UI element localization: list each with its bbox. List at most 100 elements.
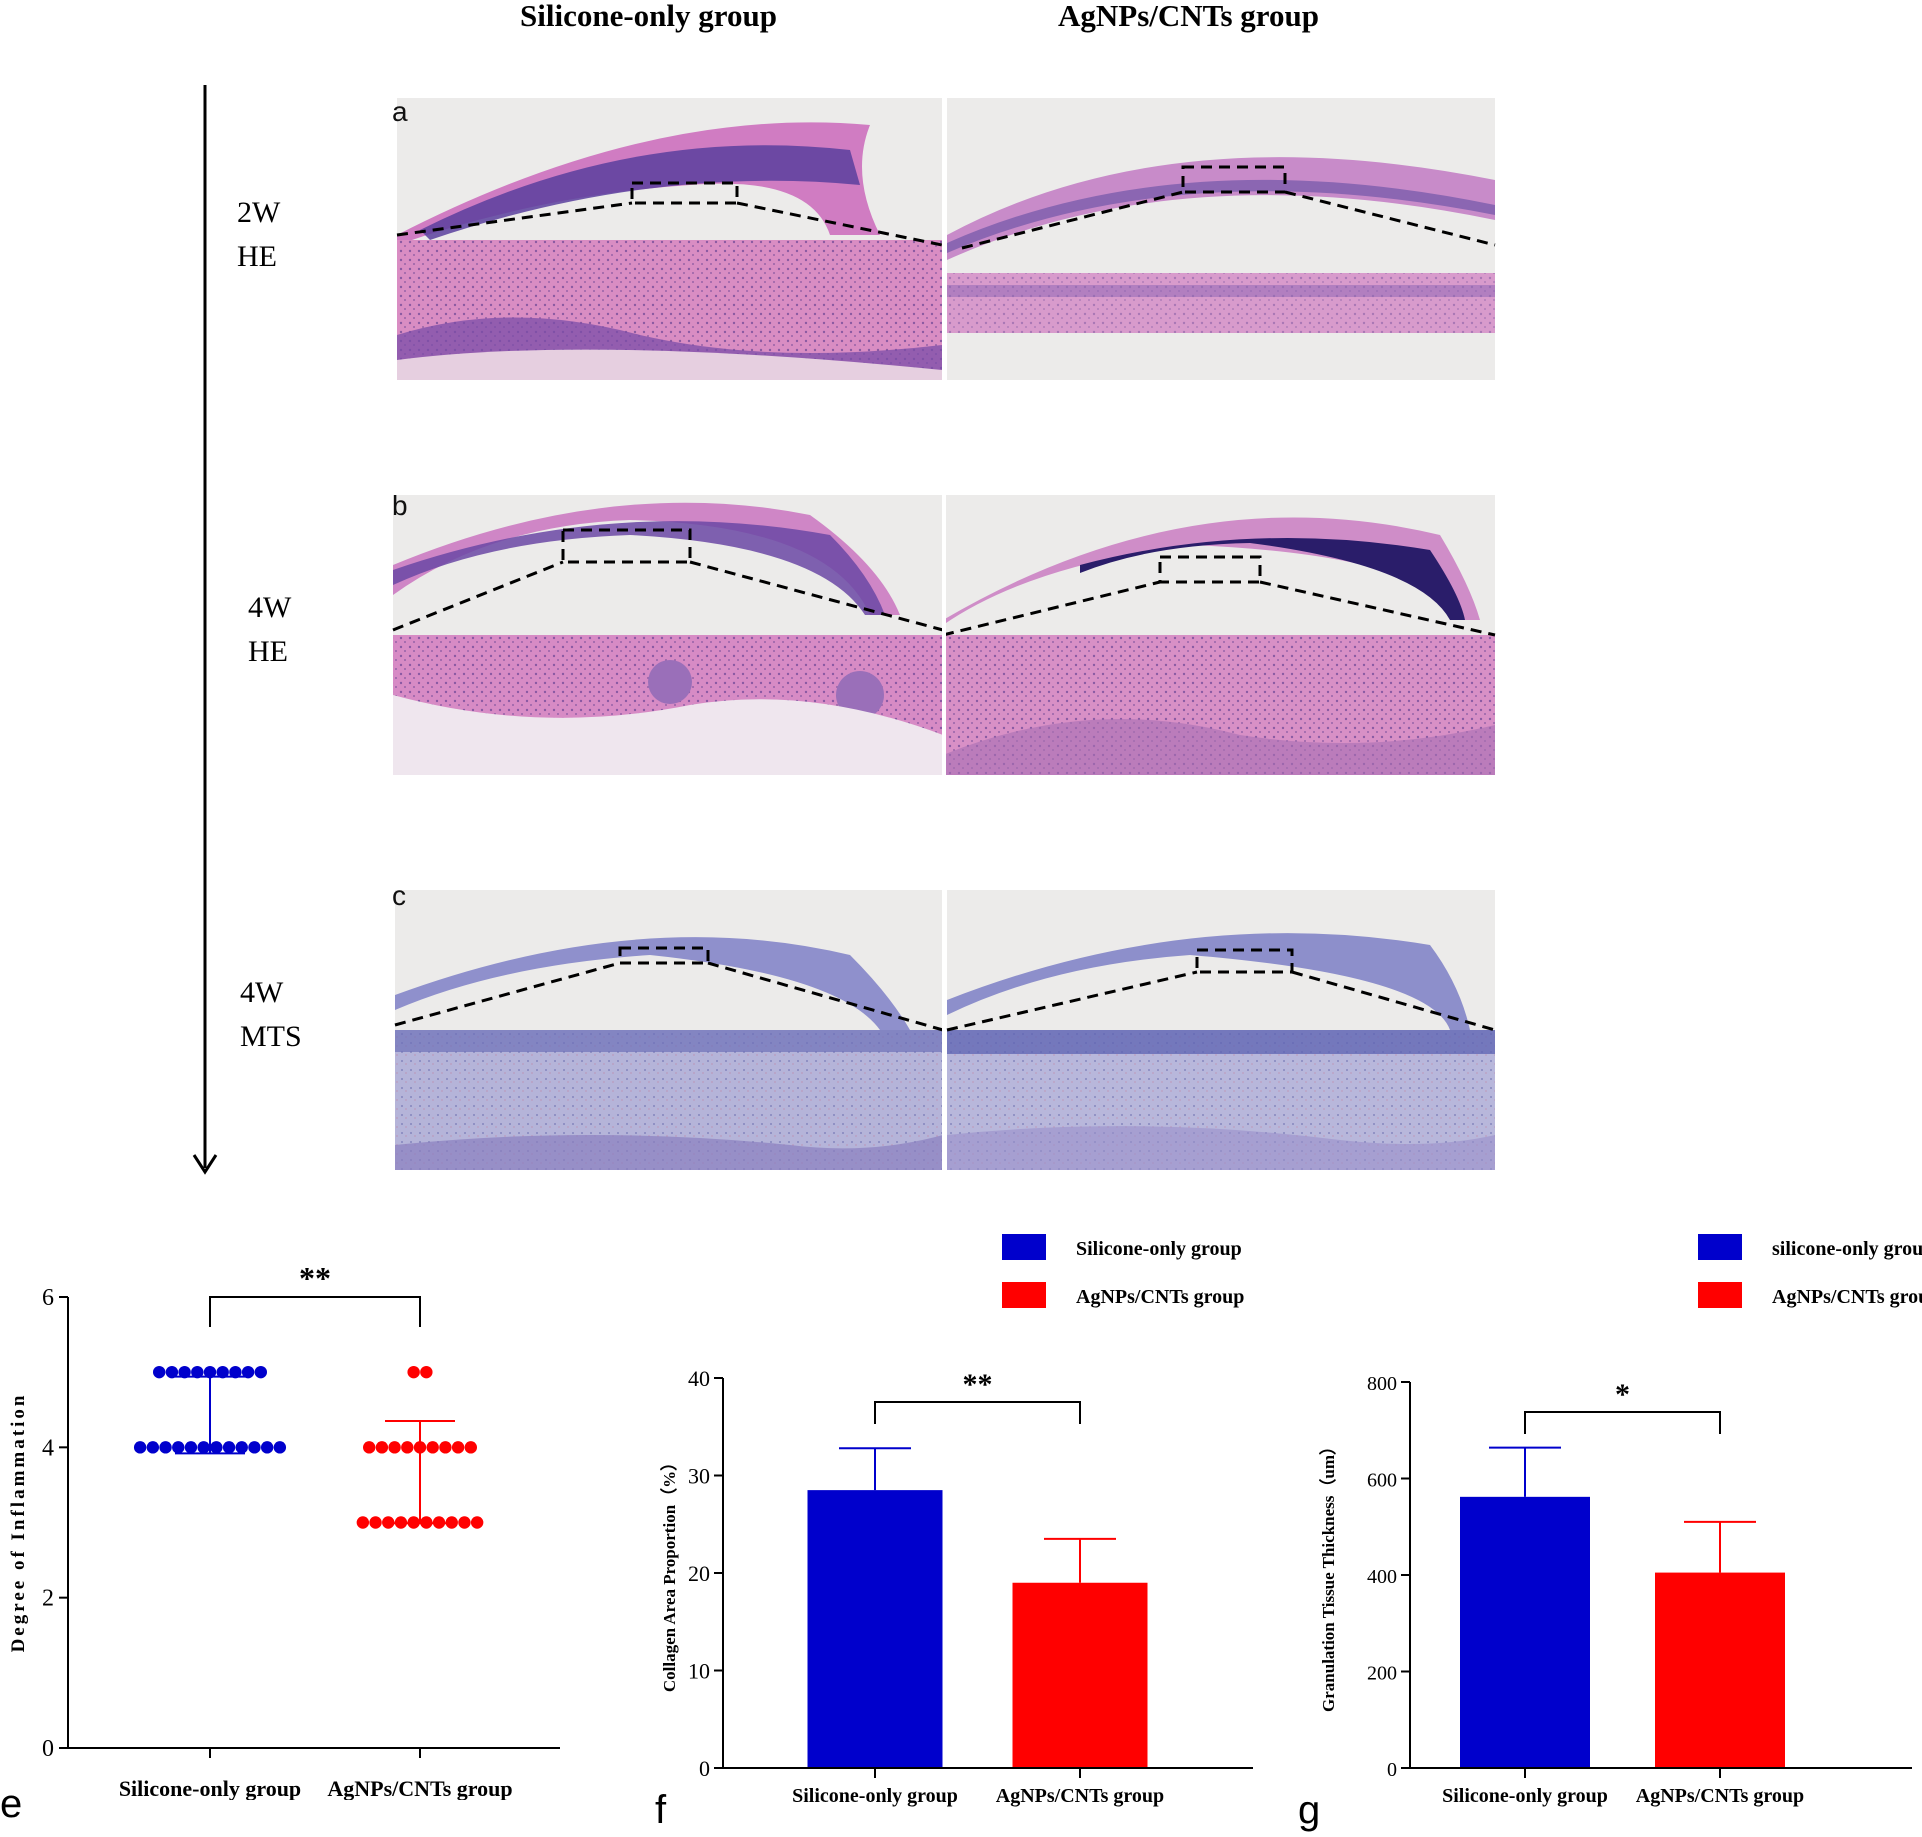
legend-label: silicone-only group [1772, 1238, 1922, 1260]
panel-a-agnps [947, 98, 1495, 380]
y-axis-label: Collagen Area Proportion（%） [659, 1454, 679, 1692]
data-point [197, 1441, 210, 1454]
y-axis-label: Granulation Tissue Thickness（um） [1318, 1438, 1338, 1712]
y-tick-label: 10 [688, 1659, 710, 1684]
x-tick-label: Silicone-only group [1442, 1785, 1608, 1807]
x-tick-label: AgNPs/CNTs group [1636, 1785, 1804, 1807]
data-point [235, 1441, 248, 1454]
y-tick-label: 200 [1367, 1663, 1397, 1685]
legend-swatch [1698, 1234, 1742, 1260]
panel-a-zoom-guides [396, 165, 1496, 250]
row-label-stain: HE [237, 240, 277, 273]
row-label-stain: MTS [240, 1020, 302, 1053]
panel-c-agnps [947, 890, 1495, 1170]
x-tick-label: Silicone-only group [792, 1785, 958, 1807]
panel-letter-g: g [1298, 1788, 1321, 1832]
data-point [439, 1441, 452, 1454]
data-point [172, 1441, 185, 1454]
data-point [464, 1441, 477, 1454]
y-tick-label: 800 [1367, 1373, 1397, 1395]
data-point [133, 1441, 147, 1454]
data-point [388, 1441, 401, 1454]
y-tick-label: 0 [1387, 1759, 1397, 1781]
data-point [273, 1441, 287, 1454]
data-point [363, 1441, 376, 1454]
y-tick-label: 2 [42, 1586, 54, 1612]
data-point [146, 1441, 160, 1454]
data-point [210, 1441, 223, 1454]
legend-label: AgNPs/CNTs group [1772, 1286, 1922, 1308]
data-point [153, 1365, 166, 1379]
legend-label: AgNPs/CNTs group [1076, 1286, 1244, 1308]
y-tick-label: 600 [1367, 1470, 1397, 1492]
y-tick-label: 20 [688, 1561, 710, 1586]
y-tick-label: 30 [688, 1464, 710, 1489]
data-point [178, 1365, 191, 1379]
chart-f: Silicone-only group AgNPs/CNTs group 0 10 20… [659, 1234, 1253, 1807]
data-point [470, 1516, 484, 1529]
chart-g: silicone-only group AgNPs/CNTs group 0 200 4… [1318, 1234, 1922, 1807]
significance-bracket [874, 1401, 1081, 1424]
data-point [451, 1441, 465, 1454]
y-tick-label: 6 [42, 1285, 54, 1311]
panel-letter-a: a [392, 96, 408, 127]
y-tick-label: 40 [688, 1366, 710, 1391]
data-point [458, 1516, 471, 1529]
column-title-agnps: AgNPs/CNTs group [1058, 0, 1319, 33]
panel-c-zoom-guides [394, 946, 1496, 1032]
y-axis-label: Degree of Inflammation [8, 1393, 29, 1653]
data-point [159, 1441, 172, 1454]
bar [1655, 1572, 1785, 1768]
legend-label: Silicone-only group [1076, 1238, 1242, 1260]
y-tick-label: 400 [1367, 1566, 1397, 1588]
significance-label: * [1615, 1378, 1630, 1411]
panel-b-agnps [943, 495, 1495, 775]
legend-swatch [1698, 1282, 1742, 1308]
panel-letter-c: c [392, 880, 406, 911]
chart-e: 0 2 4 6 Silicone-only group AgNPs/CNTs group D… [8, 1260, 560, 1800]
data-point [401, 1441, 414, 1454]
data-point [369, 1516, 382, 1529]
significance-bracket [209, 1296, 421, 1327]
data-point [407, 1365, 420, 1379]
row-label-time: 4W [240, 976, 284, 1009]
bar [1460, 1496, 1590, 1768]
row-label-time: 2W [237, 196, 281, 229]
panel-letter-f: f [655, 1788, 667, 1832]
significance-label: ** [963, 1368, 993, 1401]
data-point [426, 1441, 439, 1454]
bar [807, 1490, 943, 1768]
panel-b-silicone [393, 495, 943, 775]
data-point [229, 1365, 242, 1379]
row-label-time: 4W [248, 591, 292, 624]
panel-letter-b: b [392, 490, 408, 521]
data-point [254, 1365, 267, 1379]
row-label-stain: HE [248, 635, 288, 668]
x-tick-label: AgNPs/CNTs group [327, 1776, 512, 1800]
x-tick-label: Silicone-only group [119, 1776, 301, 1800]
row-label-c: 4W MTS [240, 971, 302, 1059]
row-label-a: 2W HE [237, 191, 280, 279]
significance-label: ** [299, 1260, 331, 1296]
panel-letter-e: e [0, 1782, 23, 1826]
data-point [375, 1441, 389, 1454]
column-title-silicone: Silicone-only group [520, 0, 777, 33]
data-point [216, 1365, 229, 1379]
panel-c-silicone [395, 890, 943, 1170]
y-tick-label: 0 [699, 1756, 710, 1781]
data-point [260, 1441, 274, 1454]
panel-b-zoom-guides [392, 528, 1496, 637]
data-point [241, 1365, 255, 1379]
y-tick-label: 4 [42, 1435, 54, 1461]
bar [1012, 1582, 1148, 1768]
legend-swatch [1002, 1282, 1046, 1308]
x-tick-label: AgNPs/CNTs group [996, 1785, 1164, 1807]
data-point [191, 1365, 204, 1379]
data-point [203, 1365, 217, 1379]
y-tick-label: 0 [42, 1736, 54, 1762]
timeline-arrow [192, 85, 218, 1175]
data-point [356, 1516, 370, 1529]
legend-swatch [1002, 1234, 1046, 1260]
panel-a-silicone [397, 98, 942, 380]
data-point [165, 1365, 179, 1379]
